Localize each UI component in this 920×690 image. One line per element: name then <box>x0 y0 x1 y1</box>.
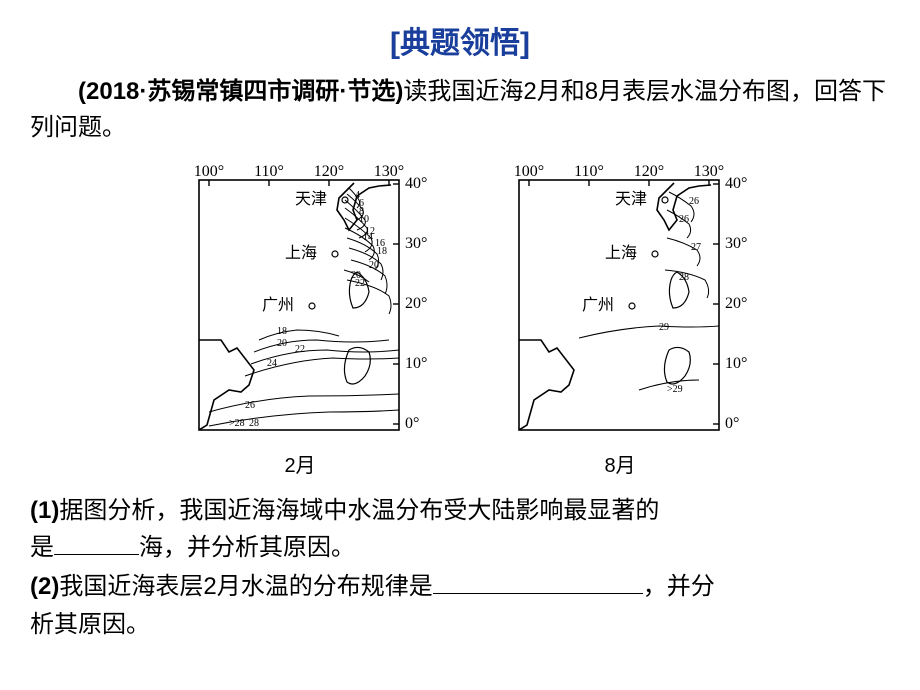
svg-text:18: 18 <box>377 246 387 257</box>
q2-text-a: 我国近海表层2月水温的分布规律是 <box>59 573 432 600</box>
svg-text:22: 22 <box>355 278 365 289</box>
svg-text:24: 24 <box>267 358 277 369</box>
svg-text:28: 28 <box>679 272 689 283</box>
svg-text:40°: 40° <box>405 175 427 192</box>
svg-text:30°: 30° <box>725 235 747 252</box>
svg-text:30°: 30° <box>405 235 427 252</box>
svg-text:100°: 100° <box>194 163 224 180</box>
intro-source: (2018·苏锡常镇四市调研·节选) <box>78 78 403 105</box>
q1-text-a: 据图分析，我国近海海域中水温分布受大陆影响最显著的 <box>59 497 659 524</box>
q1-blank[interactable] <box>54 530 139 555</box>
svg-text:上海: 上海 <box>605 244 637 262</box>
svg-text:>29: >29 <box>667 384 683 395</box>
q1-text-b: 是 <box>30 534 54 561</box>
map-february: 100°110°120°130°40°30°20°10°0°4681012141… <box>165 160 435 478</box>
svg-text:10°: 10° <box>405 355 427 372</box>
svg-text:20: 20 <box>277 338 287 349</box>
svg-text:14: 14 <box>363 232 373 243</box>
svg-text:天津: 天津 <box>615 190 647 208</box>
q1-prefix: (1) <box>30 497 59 524</box>
svg-text:100°: 100° <box>514 163 544 180</box>
svg-text:26: 26 <box>245 400 255 411</box>
questions-block: (1)据图分析，我国近海海域中水温分布受大陆影响最显著的 是海，并分析其原因。 … <box>30 492 890 643</box>
svg-text:110°: 110° <box>254 163 284 180</box>
map-feb-svg: 100°110°120°130°40°30°20°10°0°4681012141… <box>165 160 435 445</box>
svg-text:26: 26 <box>689 196 699 207</box>
svg-text:0°: 0° <box>405 415 419 432</box>
svg-text:广州: 广州 <box>582 296 614 314</box>
q2-prefix: (2) <box>30 573 59 600</box>
svg-text:29: 29 <box>659 322 669 333</box>
svg-text:120°: 120° <box>314 163 344 180</box>
svg-text:>28: >28 <box>229 418 245 429</box>
svg-text:27: 27 <box>691 242 701 253</box>
svg-text:130°: 130° <box>374 163 404 180</box>
svg-text:120°: 120° <box>634 163 664 180</box>
map-aug-caption: 8月 <box>604 449 635 478</box>
svg-text:18: 18 <box>277 326 287 337</box>
q2-blank[interactable] <box>433 569 643 594</box>
question-intro: (2018·苏锡常镇四市调研·节选)读我国近海2月和8月表层水温分布图，回答下列… <box>30 74 890 146</box>
svg-text:广州: 广州 <box>262 296 294 314</box>
svg-text:26: 26 <box>679 214 689 225</box>
q2-text-b: ，并分 <box>643 573 715 600</box>
svg-text:20°: 20° <box>405 295 427 312</box>
map-august: 100° 110° 120° 130°40° 30° 20° 10° 0° 2626 27 28 29… <box>485 160 755 478</box>
svg-text:0°: 0° <box>725 415 739 432</box>
svg-text:28: 28 <box>249 418 259 429</box>
q1-text-c: 海，并分析其原因。 <box>139 534 355 561</box>
question-1: (1)据图分析，我国近海海域中水温分布受大陆影响最显著的 是 海，并分析其原因。 <box>30 492 890 566</box>
svg-text:40°: 40° <box>725 175 747 192</box>
section-title: [典题领悟] <box>30 18 890 62</box>
svg-text:20°: 20° <box>725 295 747 312</box>
svg-text:天津: 天津 <box>295 190 327 208</box>
maps-container: 100°110°120°130°40°30°20°10°0°4681012141… <box>30 160 890 478</box>
question-2: (2)我国近海表层2月水温的分布规律是 ，并分 析其原因。 <box>30 568 890 642</box>
svg-text:20: 20 <box>369 260 379 271</box>
q2-text-c: 析其原因。 <box>30 611 150 638</box>
svg-text:22: 22 <box>295 344 305 355</box>
svg-text:上海: 上海 <box>285 244 317 262</box>
map-aug-svg: 100° 110° 120° 130°40° 30° 20° 10° 0° 2626 27 28 29… <box>485 160 755 445</box>
svg-text:10: 10 <box>359 214 369 225</box>
map-feb-caption: 2月 <box>284 449 315 478</box>
svg-text:130°: 130° <box>694 163 724 180</box>
svg-text:10°: 10° <box>725 355 747 372</box>
svg-text:110°: 110° <box>574 163 604 180</box>
